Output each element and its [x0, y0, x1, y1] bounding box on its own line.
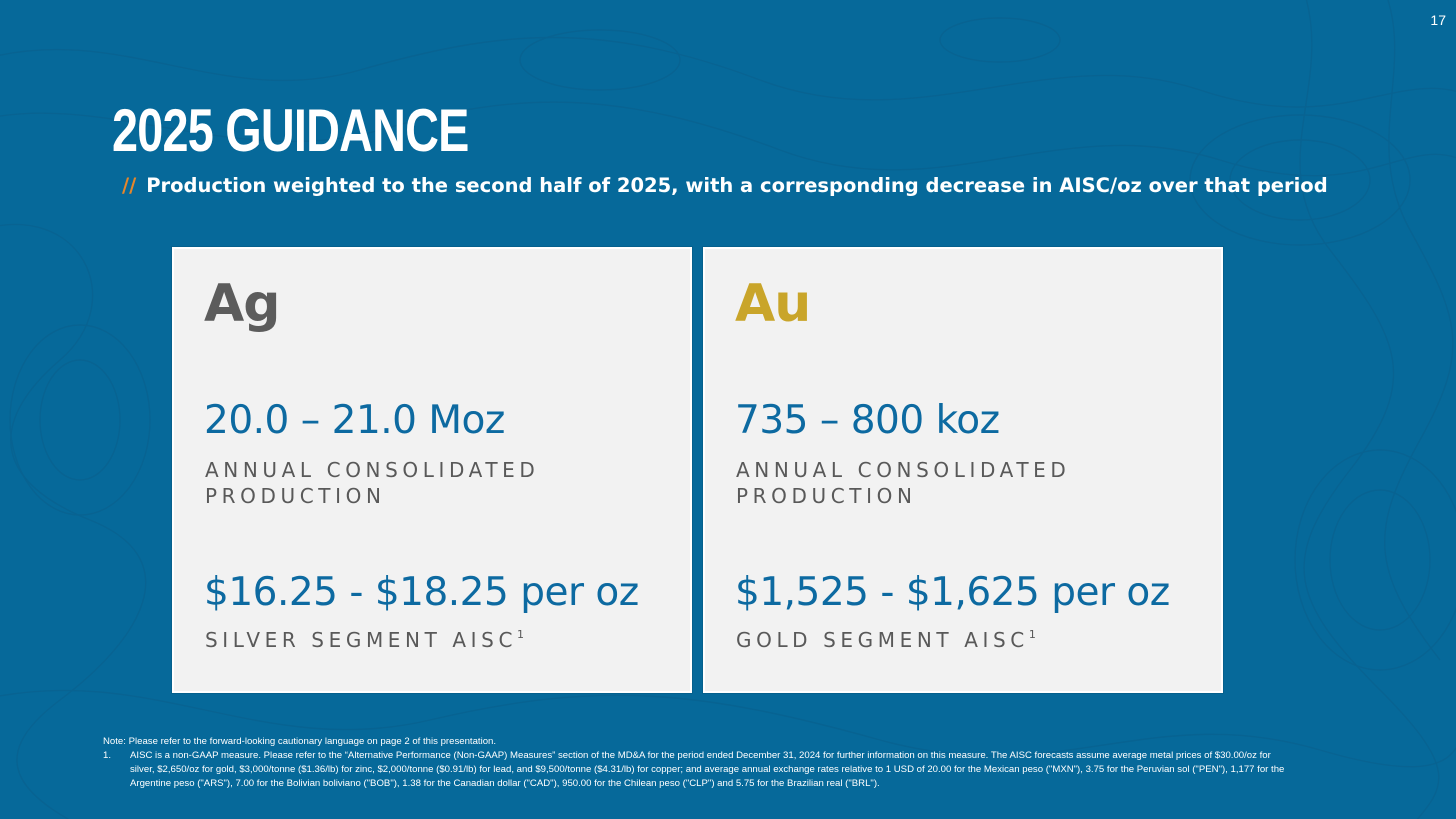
- silver-production-label: ANNUAL CONSOLIDATED PRODUCTION: [205, 458, 540, 508]
- footnote-text: AISC is a non-GAAP measure. Please refer…: [130, 750, 1285, 789]
- gold-aisc-value: $1,525 - $1,625 per oz: [735, 570, 1170, 615]
- subtitle-text: Production weighted to the second half o…: [146, 174, 1328, 197]
- silver-aisc-footnote-ref: 1: [517, 628, 525, 641]
- gold-guidance-card: Au 735 – 800 koz ANNUAL CONSOLIDATED PRO…: [703, 247, 1223, 693]
- subtitle-marker: //: [122, 174, 137, 197]
- page-number: 17: [1430, 12, 1446, 28]
- silver-aisc-value: $16.25 - $18.25 per oz: [204, 570, 639, 615]
- gold-symbol: Au: [735, 274, 811, 334]
- gold-aisc-label-text: GOLD SEGMENT AISC: [736, 628, 1029, 652]
- slide-title: 2025 GUIDANCE: [112, 97, 469, 164]
- silver-aisc-label-text: SILVER SEGMENT AISC: [205, 628, 518, 652]
- footnotes: Note: Please refer to the forward-lookin…: [103, 735, 1293, 791]
- silver-symbol: Ag: [204, 274, 280, 334]
- gold-aisc-label: GOLD SEGMENT AISC1: [736, 627, 1036, 653]
- silver-guidance-card: Ag 20.0 – 21.0 Moz ANNUAL CONSOLIDATED P…: [172, 247, 692, 693]
- footnote-number: 1.: [103, 750, 112, 761]
- gold-aisc-footnote-ref: 1: [1028, 628, 1036, 641]
- gold-production-value: 735 – 800 koz: [735, 398, 1000, 443]
- footnote-item: 1. AISC is a non-GAAP measure. Please re…: [103, 749, 1293, 791]
- forward-looking-note: Note: Please refer to the forward-lookin…: [103, 736, 497, 747]
- slide-subtitle: // Production weighted to the second half…: [122, 172, 1328, 200]
- gold-production-label: ANNUAL CONSOLIDATED PRODUCTION: [736, 458, 1071, 508]
- silver-production-value: 20.0 – 21.0 Moz: [204, 398, 505, 443]
- silver-aisc-label: SILVER SEGMENT AISC1: [205, 627, 524, 653]
